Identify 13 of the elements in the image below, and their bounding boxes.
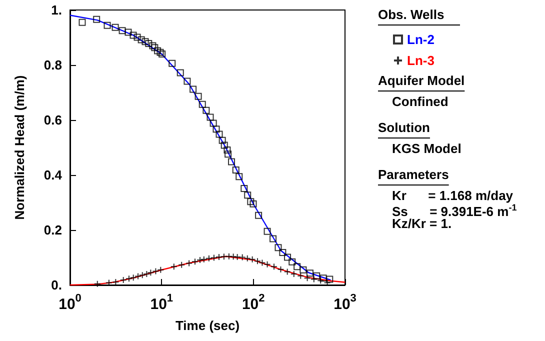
y-tick-label: 0.4	[44, 168, 63, 182]
y-tick-label: 0.2	[44, 222, 62, 238]
y-axis-title: Normalized Head (m/m)	[12, 75, 27, 220]
y-tick-label: 1.	[51, 2, 62, 18]
legend-label: Ln-2	[407, 32, 434, 47]
y-tick-label: 0.6	[44, 112, 62, 128]
x-axis-title: Time (sec)	[175, 318, 240, 333]
y-tick-label: 0.8	[44, 58, 62, 72]
text: Solution KGS Model	[378, 120, 462, 156]
legend-label: Ln-3	[407, 53, 434, 68]
legend-title: Obs. Wells	[378, 7, 444, 22]
text: Aquifer Model Confined	[378, 73, 465, 109]
y-tick-label: 0.	[51, 278, 62, 292]
